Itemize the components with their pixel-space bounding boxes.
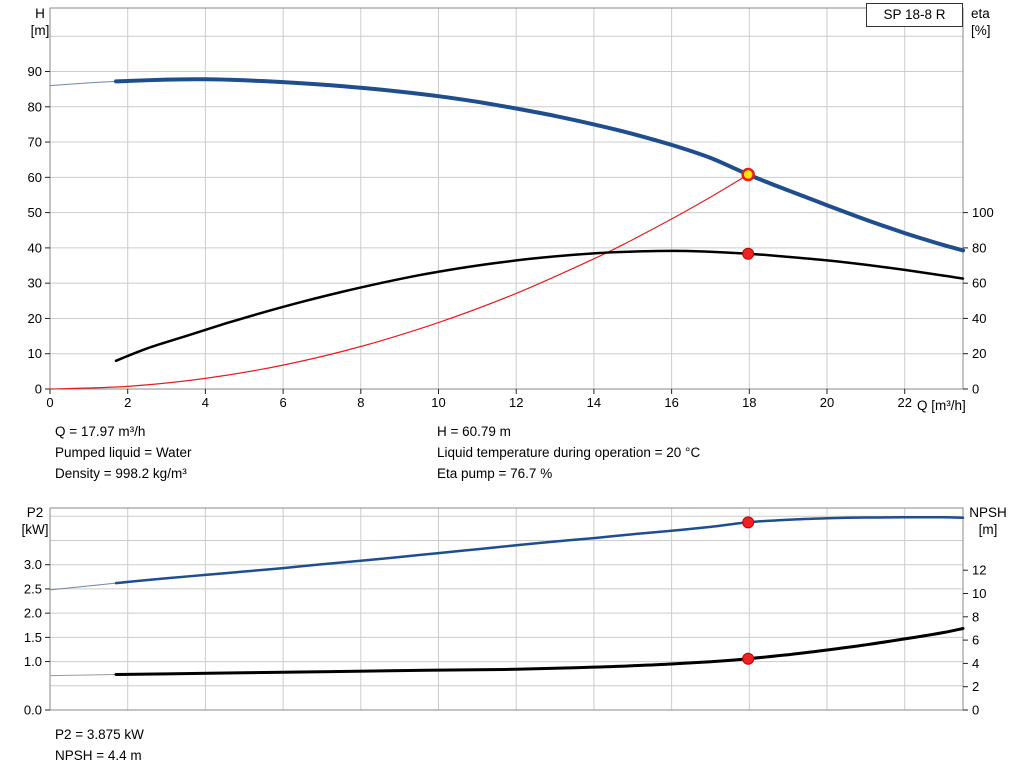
npsh-axis-title-unit: [m] — [978, 522, 998, 537]
series — [49, 77, 965, 390]
q-axis-label: Q [m³/h] — [917, 398, 966, 413]
p2-axis-title-symbol: P2 — [26, 505, 44, 520]
right-tick-label: 4 — [972, 656, 979, 671]
right-tick-label: 20 — [972, 346, 986, 361]
duty-point-npsh-marker — [742, 652, 755, 665]
pump-type-badge: SP 18-8 R — [866, 3, 963, 27]
hq-eta-chart: 0 10 20 30 40 50 60 70 80 90 0 20 40 60 80 100 0 2 4 6 8 10 12… — [28, 7, 994, 410]
h-axis-title: H [m] — [22, 5, 58, 39]
left-tick-label: 1.5 — [24, 630, 42, 645]
right-tick-label: 0 — [972, 703, 979, 718]
x-tick-label: 6 — [279, 395, 286, 410]
info-pumped-liquid: Pumped liquid = Water — [55, 445, 192, 460]
axis-ticks: 0 10 20 30 40 50 60 70 80 90 0 20 40 60 80 100 0 2 4 6 8 10 12… — [28, 64, 994, 410]
x-tick-label: 10 — [431, 395, 445, 410]
power-info-column: P2 = 3.875 kW NPSH = 4.4 m — [55, 724, 144, 766]
p2-npsh-chart: 0.0 1.0 1.5 2.0 2.5 3.0 0 2 4 6 8 10 12 — [24, 507, 987, 718]
x-tick-label: 4 — [202, 395, 209, 410]
npsh-axis-title: NPSH [m] — [963, 504, 1013, 538]
left-tick-label: 80 — [28, 99, 42, 114]
right-tick-label: 10 — [972, 586, 986, 601]
hq-lead — [49, 80, 117, 87]
left-tick-label: 50 — [28, 205, 42, 220]
npsh-curve — [114, 627, 965, 676]
markers — [741, 167, 755, 260]
markers — [742, 516, 755, 665]
eta-axis-title: eta [%] — [971, 5, 991, 39]
right-tick-label: 8 — [972, 609, 979, 624]
plot-frame — [49, 507, 964, 711]
info-npsh: NPSH = 4.4 m — [55, 748, 142, 763]
left-tick-label: 0.0 — [24, 703, 42, 718]
npsh-lead — [49, 674, 117, 677]
left-tick-label: 1.0 — [24, 654, 42, 669]
info-eta-pump: Eta pump = 76.7 % — [437, 466, 553, 481]
duty-info-column-right: H = 60.79 m Liquid temperature during op… — [437, 421, 700, 484]
left-tick-label: 40 — [28, 240, 42, 255]
axis-ticks: 0.0 1.0 1.5 2.0 2.5 3.0 0 2 4 6 8 10 12 — [24, 557, 987, 717]
left-tick-label: 3.0 — [24, 557, 42, 572]
left-tick-label: 2.5 — [24, 581, 42, 596]
grid — [50, 508, 963, 710]
eta-axis-title-symbol: eta — [971, 6, 990, 21]
right-tick-label: 6 — [972, 633, 979, 648]
info-density: Density = 998.2 kg/m³ — [55, 466, 187, 481]
left-tick-label: 2.0 — [24, 606, 42, 621]
h-axis-title-unit: [m] — [30, 23, 50, 38]
hq-curve — [114, 77, 965, 253]
duty-point-hq-marker — [741, 167, 755, 182]
right-tick-label: 12 — [972, 563, 986, 578]
eta-curve — [114, 249, 965, 363]
left-tick-label: 10 — [28, 346, 42, 361]
right-tick-label: 2 — [972, 679, 979, 694]
left-tick-label: 20 — [28, 311, 42, 326]
left-tick-label: 30 — [28, 276, 42, 291]
left-tick-label: 70 — [28, 135, 42, 150]
eta-axis-title-unit: [%] — [971, 23, 991, 38]
duty-point-eta-marker — [742, 247, 755, 260]
left-tick-label: 60 — [28, 170, 42, 185]
right-tick-label: 80 — [972, 240, 986, 255]
p2-axis-title: P2 [kW] — [14, 504, 56, 538]
series — [49, 515, 965, 677]
npsh-axis-title-symbol: NPSH — [969, 505, 1007, 520]
right-tick-label: 0 — [972, 382, 979, 397]
duty-info-column-left: Q = 17.97 m³/h Pumped liquid = Water Den… — [55, 421, 191, 484]
right-tick-label: 40 — [972, 311, 986, 326]
info-head: H = 60.79 m — [437, 424, 511, 439]
x-tick-label: 22 — [897, 395, 911, 410]
p2-lead — [49, 582, 117, 591]
info-liquid-temperature: Liquid temperature during operation = 20… — [437, 445, 701, 460]
left-tick-label: 0 — [35, 382, 42, 397]
x-tick-label: 18 — [742, 395, 756, 410]
x-tick-label: 14 — [587, 395, 601, 410]
right-tick-label: 100 — [972, 205, 994, 220]
duty-parabola — [49, 173, 749, 390]
h-axis-title-symbol: H — [35, 6, 45, 21]
info-flow: Q = 17.97 m³/h — [55, 424, 146, 439]
plot-frame — [49, 7, 964, 390]
right-tick-label: 60 — [972, 276, 986, 291]
x-tick-label: 2 — [124, 395, 131, 410]
grid — [50, 8, 963, 389]
p2-axis-title-unit: [kW] — [21, 522, 49, 537]
p2-curve — [114, 515, 965, 585]
x-tick-label: 16 — [664, 395, 678, 410]
x-tick-label: 12 — [509, 395, 523, 410]
info-p2: P2 = 3.875 kW — [55, 727, 144, 742]
x-tick-label: 8 — [357, 395, 364, 410]
left-tick-label: 90 — [28, 64, 42, 79]
x-tick-label: 20 — [820, 395, 834, 410]
x-tick-label: 0 — [46, 395, 53, 410]
duty-point-p2-marker — [742, 516, 755, 529]
